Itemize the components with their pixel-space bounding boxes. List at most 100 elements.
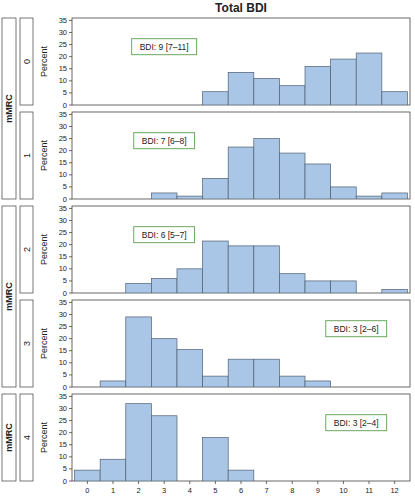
y-tick-label: 5	[63, 276, 67, 285]
histogram-bar	[382, 481, 408, 482]
y-tick	[69, 162, 72, 163]
histogram-bar	[356, 481, 382, 482]
x-tick-label: 12	[390, 486, 398, 495]
histogram-bar	[356, 293, 382, 294]
histogram-bar	[177, 269, 203, 293]
y-tick-label: 0	[63, 101, 67, 110]
y-tick	[69, 326, 72, 327]
histogram-bar	[151, 416, 177, 481]
facet-value: 1	[22, 153, 32, 158]
histogram-bar	[254, 481, 280, 482]
y-tick-label: 0	[63, 289, 67, 298]
histogram-bar	[228, 359, 254, 387]
x-tick-label: 11	[365, 486, 373, 495]
facet-strip-outer	[2, 18, 16, 199]
title: Total BDI	[215, 1, 267, 15]
y-tick	[69, 114, 72, 115]
y-tick	[69, 138, 72, 139]
annotation: BDI: 9 [7–11]	[140, 42, 189, 52]
facet-value: 4	[22, 435, 32, 440]
x-tick-label: 8	[290, 486, 294, 495]
histogram-bar	[126, 317, 152, 387]
annotation: BDI: 6 [5–7]	[142, 230, 187, 240]
y-tick	[69, 408, 72, 409]
y-tick-label: 10	[59, 170, 67, 179]
histogram-bar	[356, 387, 382, 388]
y-tick-label: 5	[63, 182, 67, 191]
histogram-bar	[203, 241, 229, 293]
y-tick	[69, 268, 72, 269]
histogram-bar	[177, 105, 203, 106]
y-tick	[69, 150, 72, 151]
histogram-bar	[279, 481, 305, 482]
x-tick-label: 10	[339, 486, 347, 495]
histogram-bar	[75, 387, 101, 388]
y-tick	[69, 314, 72, 315]
histogram-bar	[100, 381, 126, 387]
histogram-bar	[279, 86, 305, 105]
y-tick	[69, 32, 72, 33]
y-tick-label: 30	[59, 216, 67, 225]
bars	[126, 241, 408, 293]
histogram-bar	[126, 199, 152, 200]
histogram-bar	[305, 281, 331, 293]
facet-strip	[20, 112, 33, 199]
y-axis-label: Percent	[39, 327, 49, 359]
y-tick	[69, 199, 72, 200]
facet-value: 3	[22, 341, 32, 346]
bars	[203, 53, 408, 105]
histogram-bar	[382, 92, 408, 105]
y-tick	[69, 174, 72, 175]
y-tick-label: 25	[59, 416, 67, 425]
y-tick-label: 35	[59, 392, 67, 401]
histogram-bar	[151, 339, 177, 387]
y-tick	[69, 387, 72, 388]
facet-strip	[20, 300, 33, 387]
histogram-bar	[331, 281, 357, 293]
y-tick	[69, 68, 72, 69]
y-tick	[69, 468, 72, 469]
annotation-box	[326, 321, 387, 337]
y-tick	[69, 420, 72, 421]
y-tick	[69, 444, 72, 445]
x-tick	[164, 481, 165, 484]
histogram-bar	[203, 178, 229, 199]
x-tick	[292, 481, 293, 484]
facet-strip	[20, 394, 33, 481]
y-tick	[69, 208, 72, 209]
histogram-bar	[254, 246, 280, 293]
histogram-bar	[228, 72, 254, 105]
x-tick	[369, 481, 370, 484]
y-tick	[69, 338, 72, 339]
plot-frame	[72, 300, 410, 387]
x-tick	[266, 481, 267, 484]
y-tick	[69, 256, 72, 257]
y-tick-label: 10	[59, 76, 67, 85]
x-tick-label: 0	[85, 486, 89, 495]
y-tick	[69, 362, 72, 363]
histogram-bar	[331, 187, 357, 199]
y-tick	[69, 92, 72, 93]
histogram-bar	[75, 293, 101, 294]
y-tick	[69, 80, 72, 81]
x-tick-label: 6	[239, 486, 243, 495]
y-tick	[69, 186, 72, 187]
histogram-bar	[228, 470, 254, 481]
histogram-bar	[279, 153, 305, 199]
histogram-bar	[203, 92, 229, 105]
histogram-bar	[126, 105, 152, 106]
histogram-bar	[305, 66, 331, 105]
histogram-bar	[151, 193, 177, 199]
histogram-bar	[75, 105, 101, 106]
histogram-bar	[177, 350, 203, 387]
histogram-bar	[126, 283, 152, 293]
histogram-bar	[254, 359, 280, 387]
x-tick-label: 7	[265, 486, 269, 495]
facet-label: mMRC	[4, 423, 14, 452]
x-tick	[343, 481, 344, 484]
y-tick-label: 25	[59, 40, 67, 49]
y-tick	[69, 56, 72, 57]
facet-strip-outer	[2, 206, 16, 387]
histogram-bar	[331, 387, 357, 388]
y-tick	[69, 432, 72, 433]
